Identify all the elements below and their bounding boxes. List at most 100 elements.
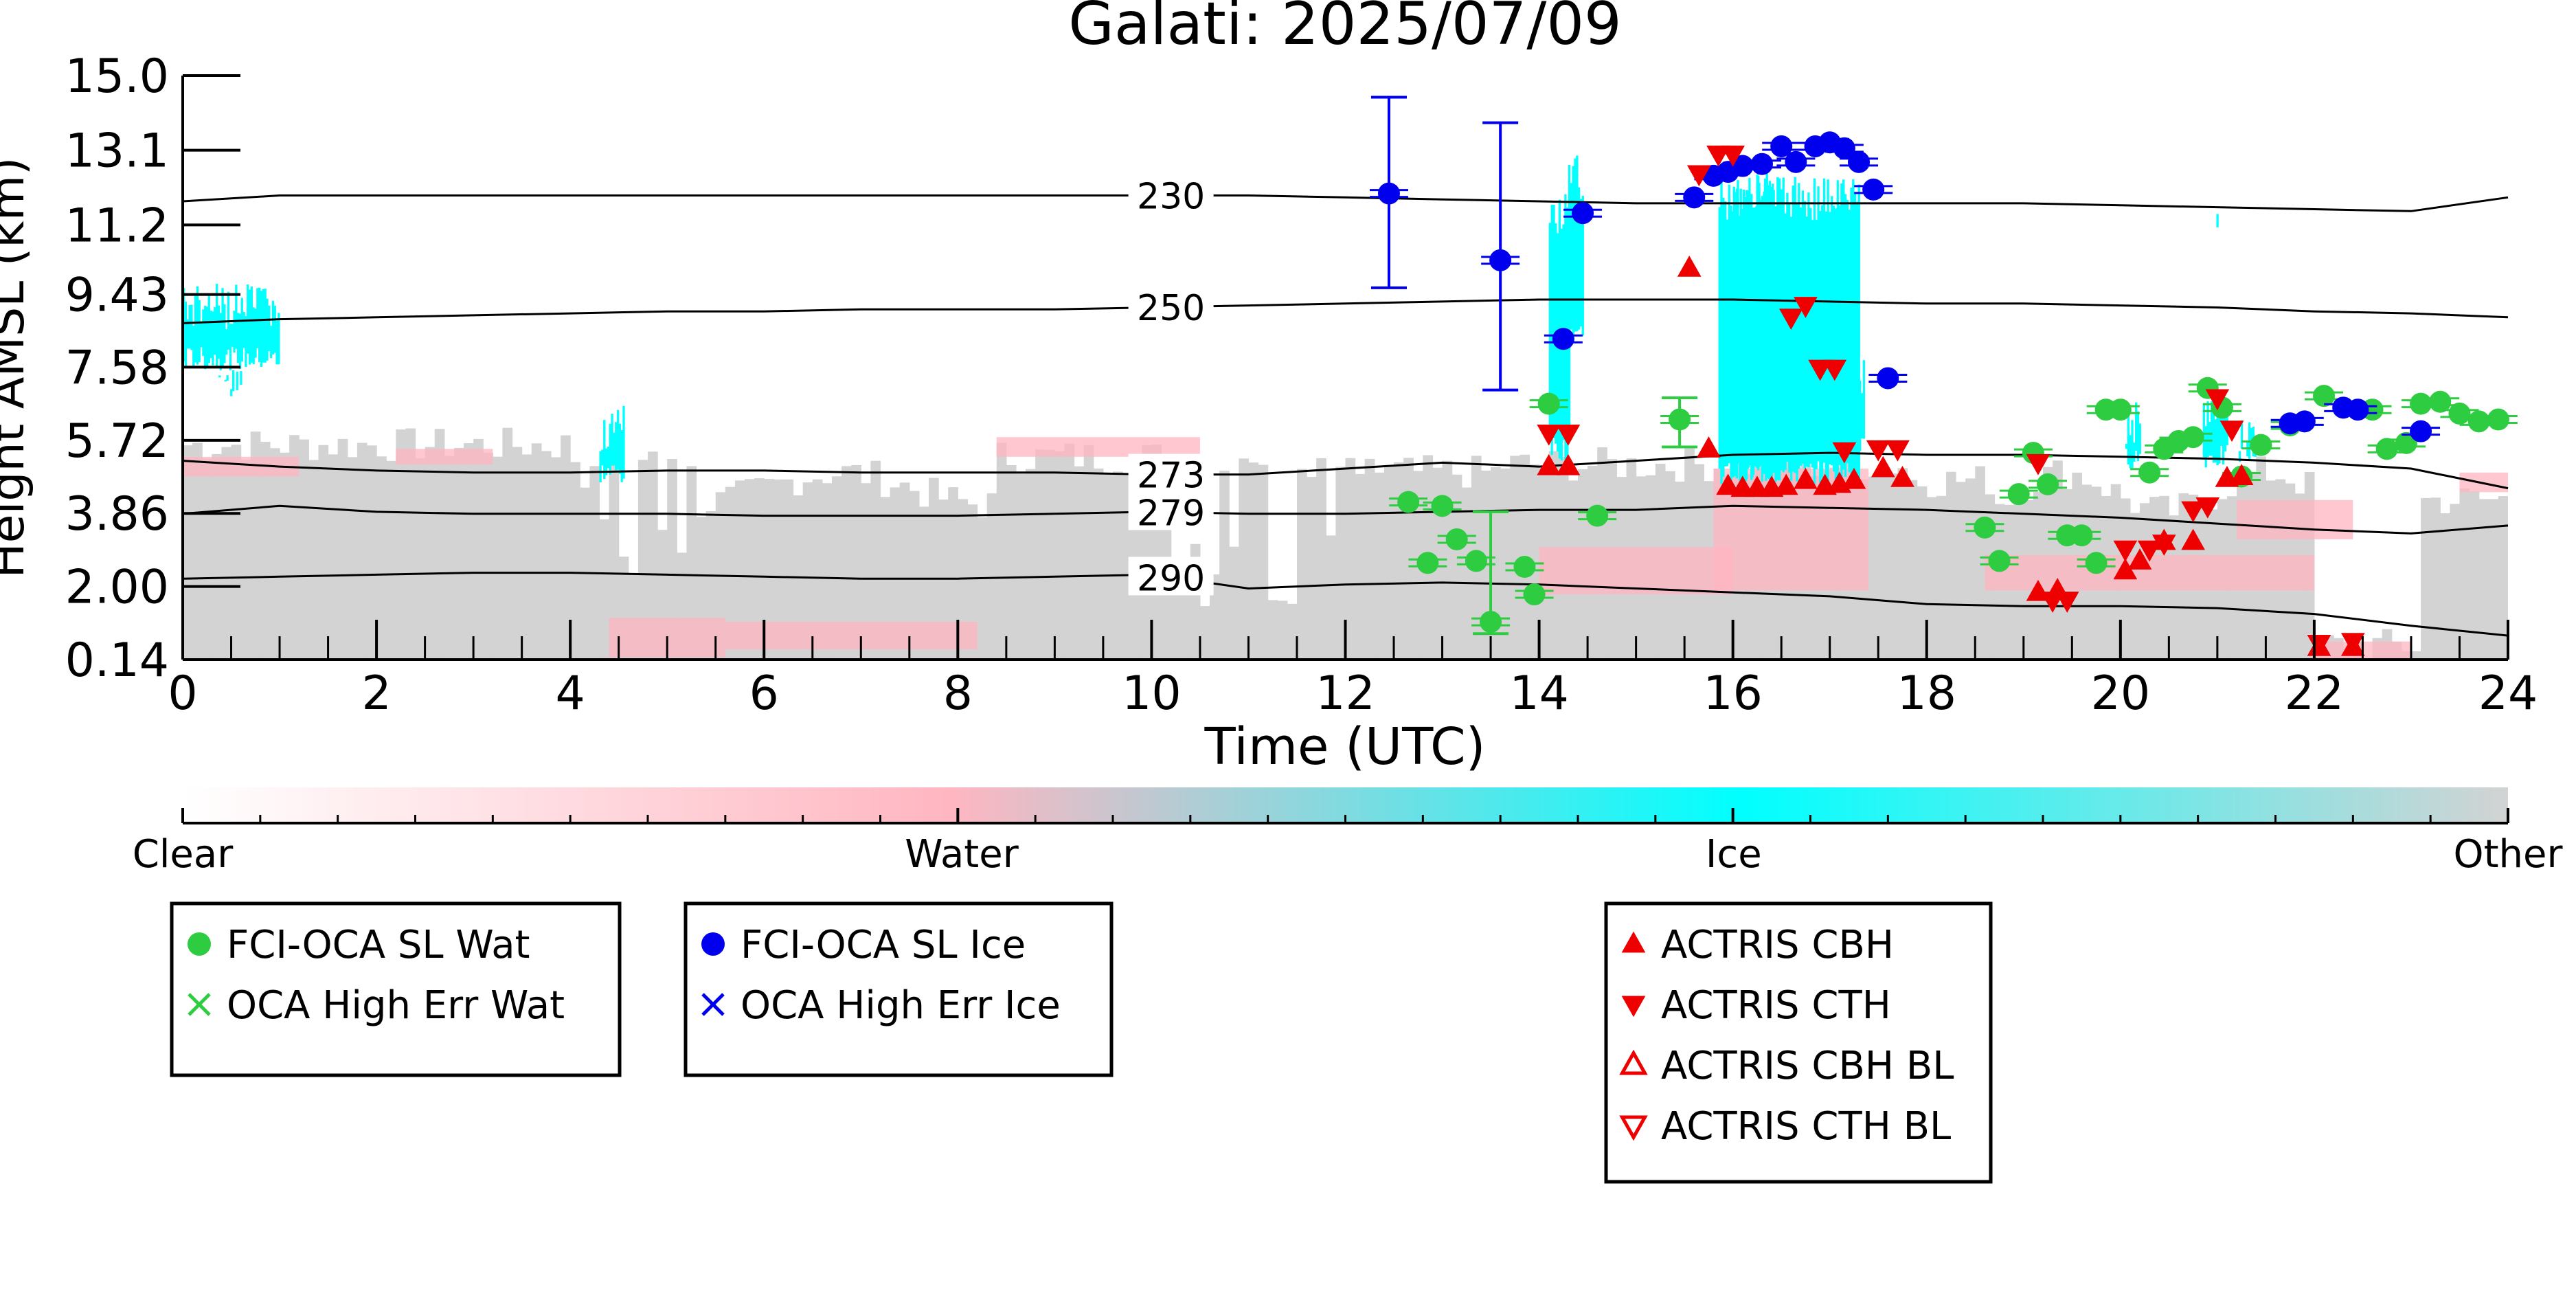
- y-tick-label: 0.14: [65, 633, 169, 688]
- phase-column-other: [1945, 471, 1956, 660]
- contour-230: [182, 194, 2509, 212]
- data-point: [1716, 473, 1740, 495]
- phase-patch-ice: [226, 375, 229, 381]
- data-point: [1377, 182, 1400, 205]
- phase-patch-ice: [1841, 385, 1844, 451]
- phase-patch-ice: [599, 451, 602, 483]
- phase-column-other: [899, 482, 910, 660]
- phase-patch-ice: [1570, 183, 1573, 330]
- phase-column-other: [1956, 482, 1966, 660]
- phase-patch-ice: [1824, 211, 1827, 480]
- phase-patch-ice: [1833, 394, 1836, 445]
- phase-patch-ice: [224, 379, 227, 382]
- phase-patch-ice: [1817, 186, 1820, 462]
- phase-column-other: [444, 456, 455, 660]
- phase-patch-ice: [1765, 170, 1768, 467]
- phase-column-other: [453, 447, 464, 660]
- phase-patch-water: [725, 622, 978, 650]
- phase-column-other: [347, 457, 358, 660]
- x-stroke: [701, 993, 725, 1016]
- phase-patch-ice: [2206, 401, 2209, 458]
- phase-patch-water: [396, 449, 493, 465]
- data-point: [2151, 535, 2176, 556]
- phase-patch-ice: [186, 319, 189, 349]
- x-axis-label: Time (UTC): [1204, 717, 1485, 776]
- data-point: [2127, 548, 2152, 570]
- phase-patch-ice: [1813, 178, 1816, 484]
- x-tick-label: 8: [943, 666, 973, 721]
- phase-patch-ice: [1748, 177, 1751, 463]
- phase-column-other: [1006, 464, 1017, 660]
- contour-290: [182, 572, 2509, 637]
- phase-column-other: [890, 487, 901, 660]
- phase-column-other: [1074, 466, 1085, 660]
- phase-patch-ice: [1827, 179, 1829, 482]
- phase-column-other: [1878, 465, 1888, 660]
- phase-patch-ice: [1860, 393, 1864, 439]
- phase-patch-ice: [190, 304, 193, 350]
- data-point: [1721, 145, 1745, 167]
- data-point: [2219, 420, 2244, 442]
- y-axis-label: Height AMSL (km): [0, 157, 35, 579]
- phase-patch-ice: [1851, 397, 1854, 451]
- phase-patch-ice: [194, 295, 197, 363]
- contour-250: [182, 298, 2509, 324]
- phase-patch-ice: [231, 324, 234, 347]
- phase-patch-ice: [1581, 196, 1584, 336]
- phase-patch-ice: [1792, 186, 1795, 472]
- phase-patch-ice: [230, 389, 233, 396]
- phase-column-other: [1510, 456, 1520, 660]
- phase-column-other: [464, 443, 474, 660]
- phase-column-other: [2469, 491, 2480, 660]
- phase-column-other: [1936, 495, 1947, 660]
- phase-patch-ice: [1859, 381, 1862, 451]
- phase-column-other: [1296, 469, 1307, 660]
- phase-patch-ice: [219, 313, 222, 370]
- data-point: [2293, 410, 2316, 433]
- legend-box-1: FCI-OCA SL Wat OCA High Err Wat: [170, 901, 622, 1077]
- phase-patch-ice: [1763, 178, 1767, 462]
- phase-patch-ice: [1855, 201, 1859, 478]
- phase-column-other: [337, 438, 348, 660]
- phase-patch-ice: [2238, 451, 2241, 462]
- phase-patch-ice: [2129, 435, 2132, 469]
- data-point: [1770, 135, 1793, 157]
- phase-column-other: [725, 486, 736, 660]
- data-point: [2007, 483, 2030, 506]
- data-point: [2375, 438, 2398, 460]
- data-point: [2182, 426, 2204, 449]
- phase-column-other: [1277, 600, 1288, 660]
- phase-column-other: [1210, 574, 1220, 660]
- contour-label-230: 230: [1137, 176, 1205, 217]
- phase-patch-ice: [1780, 189, 1783, 471]
- phase-column-other: [948, 487, 958, 660]
- phase-column-other: [1965, 478, 1976, 660]
- phase-patch-ice: [609, 423, 611, 475]
- phase-patch-ice: [1724, 201, 1727, 467]
- phase-patch-ice: [1862, 360, 1865, 439]
- phase-patch-ice: [1728, 184, 1730, 464]
- legend-marker: [1621, 996, 1646, 1018]
- phase-column-other: [996, 442, 1007, 660]
- phase-column-other: [1907, 480, 1918, 660]
- phase-column-other: [561, 435, 571, 660]
- y-tick-label: 5.72: [65, 414, 169, 469]
- phase-patch-ice: [2211, 401, 2213, 456]
- phase-patch-ice: [1844, 194, 1847, 478]
- phase-patch-ice: [202, 309, 205, 356]
- data-point: [1431, 495, 1454, 517]
- data-point: [1785, 150, 1807, 173]
- phase-column-other: [1026, 469, 1036, 660]
- data-point: [1537, 392, 1560, 415]
- data-point: [2429, 390, 2452, 413]
- phase-column-other: [425, 447, 436, 660]
- phase-patch-ice: [1857, 381, 1860, 457]
- data-point: [1677, 256, 1702, 277]
- phase-patch-ice: [2220, 410, 2223, 447]
- phase-patch-ice: [1770, 210, 1772, 477]
- phase-patch-ice: [1789, 216, 1793, 481]
- phase-patch-ice: [1720, 179, 1723, 484]
- phase-patch-ice: [258, 287, 261, 362]
- x-tick-label: 24: [2478, 666, 2538, 721]
